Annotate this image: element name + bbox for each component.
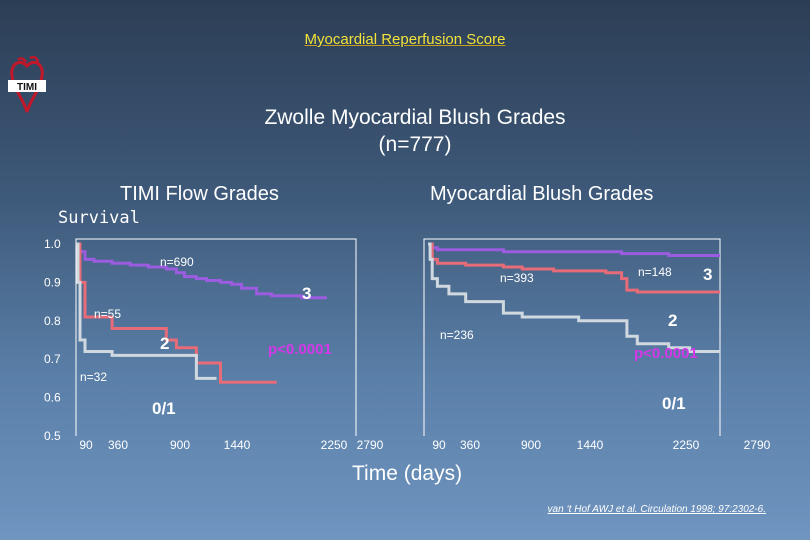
x-tick-label: 360 — [460, 438, 480, 452]
x-tick-label: 2790 — [744, 438, 771, 452]
n-label: n=55 — [94, 307, 121, 321]
grade-label: 0/1 — [662, 394, 686, 413]
x-tick-label: 1440 — [224, 438, 251, 452]
series-line-grade-3 — [428, 242, 720, 257]
n-label: n=32 — [80, 370, 107, 384]
p-value-label: p<0.0001 — [634, 345, 698, 362]
n-label: n=690 — [160, 255, 194, 269]
timi-logo: TIMI — [8, 56, 46, 113]
right-panel-frame — [423, 238, 721, 436]
series-line-grade-2 — [428, 242, 720, 294]
grade-label: 2 — [160, 334, 169, 353]
main-title-line1: Zwolle Myocardial Blush Grades — [264, 106, 566, 129]
x-tick-label: 900 — [170, 438, 190, 452]
header-title: Myocardial Reperfusion Score — [304, 31, 506, 48]
series-line-grade-2 — [76, 242, 277, 384]
x-tick-label: 900 — [521, 438, 541, 452]
x-tick-label: 2790 — [357, 438, 384, 452]
x-tick-label: 90 — [79, 438, 93, 452]
right-panel-title: Myocardial Blush Grades — [430, 183, 654, 205]
series-line-grade-0-1 — [76, 242, 217, 380]
x-tick-label: 360 — [108, 438, 128, 452]
left-panel-frame — [75, 238, 357, 436]
grade-label: 0/1 — [152, 399, 176, 418]
series-line-grade-0-1 — [428, 242, 720, 353]
x-tick-label: 2250 — [673, 438, 700, 452]
main-title: Zwolle Myocardial Blush Grades (n=777) — [190, 104, 640, 158]
y-tick-label: 0.8 — [44, 314, 61, 328]
grade-label: 2 — [668, 311, 677, 330]
n-label: n=236 — [440, 328, 474, 342]
y-axis-label: Survival — [58, 208, 140, 228]
x-tick-label: 2250 — [321, 438, 348, 452]
series-line-grade-3 — [76, 242, 327, 300]
y-tick-label: 1.0 — [44, 237, 61, 251]
citation: van ‘t Hof AWJ et al. Circulation 1998; … — [547, 504, 766, 515]
logo-text: TIMI — [17, 82, 37, 93]
p-value-label: p<0.0001 — [268, 341, 332, 358]
y-tick-label: 0.7 — [44, 352, 61, 366]
grade-label: 3 — [703, 265, 712, 284]
y-tick-label: 0.5 — [44, 429, 61, 443]
grade-label: 3 — [302, 284, 311, 303]
x-tick-label: 1440 — [577, 438, 604, 452]
y-tick-label: 0.6 — [44, 391, 61, 405]
x-axis-label: Time (days) — [352, 462, 463, 485]
y-tick-label: 0.9 — [44, 275, 61, 289]
main-title-line2: (n=777) — [378, 133, 452, 156]
left-panel-title: TIMI Flow Grades — [120, 183, 279, 205]
n-label: n=393 — [500, 271, 534, 285]
x-tick-label: 90 — [432, 438, 446, 452]
n-label: n=148 — [638, 265, 672, 279]
